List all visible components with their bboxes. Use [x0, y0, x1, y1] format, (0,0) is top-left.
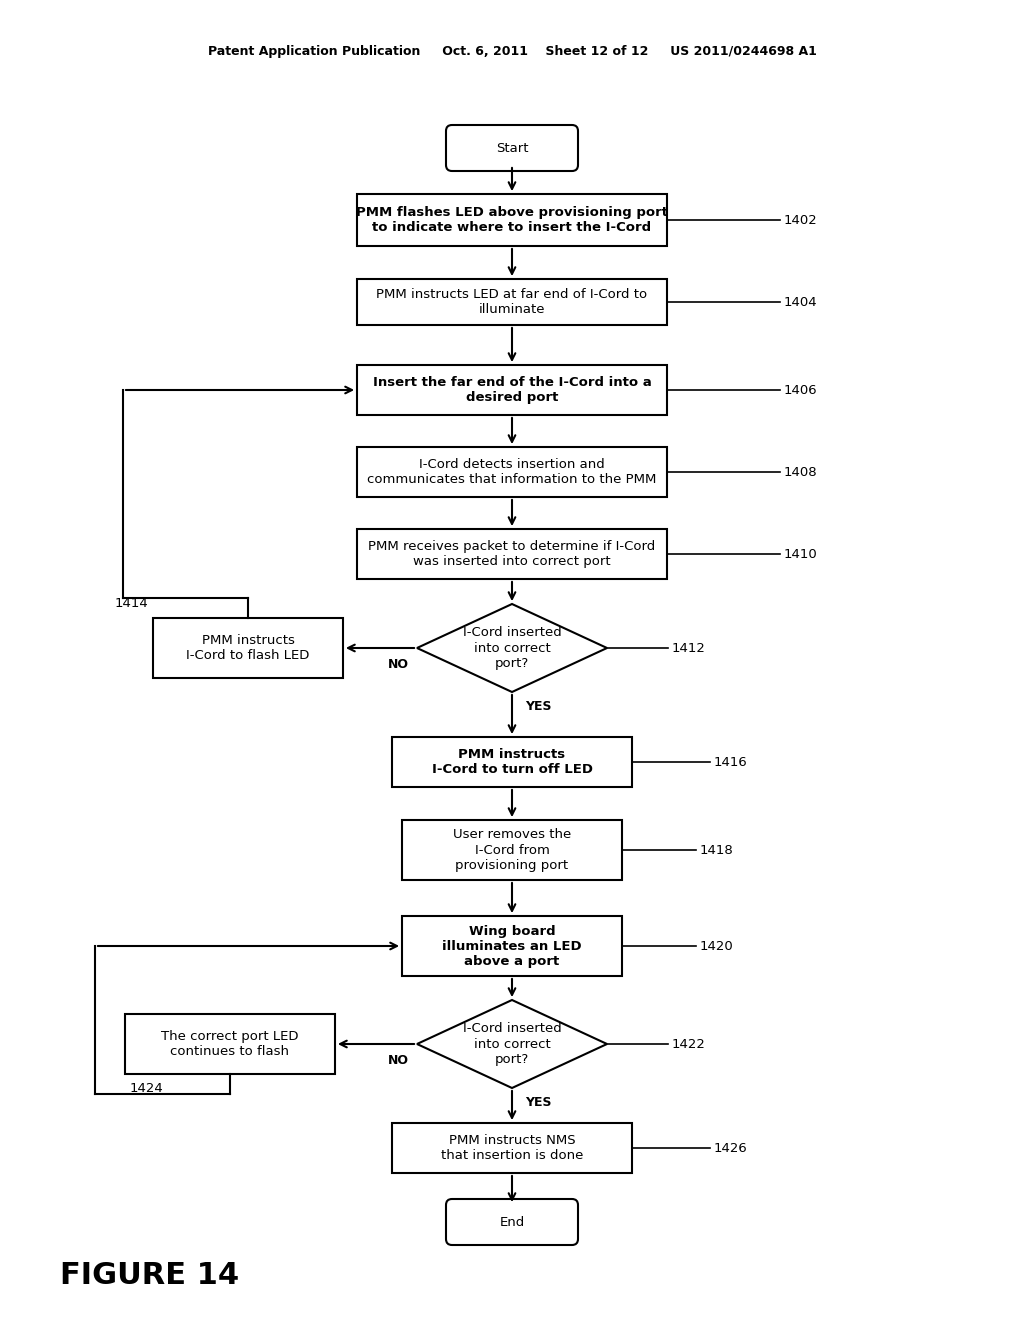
Text: PMM instructs
I-Cord to turn off LED: PMM instructs I-Cord to turn off LED	[431, 748, 593, 776]
Text: 1404: 1404	[784, 296, 817, 309]
Text: User removes the
I-Cord from
provisioning port: User removes the I-Cord from provisionin…	[453, 829, 571, 871]
FancyBboxPatch shape	[402, 916, 622, 975]
Text: YES: YES	[525, 700, 552, 713]
Text: 1412: 1412	[672, 642, 706, 655]
Text: I-Cord inserted
into correct
port?: I-Cord inserted into correct port?	[463, 627, 561, 669]
Text: 1424: 1424	[130, 1082, 164, 1096]
Text: PMM instructs NMS
that insertion is done: PMM instructs NMS that insertion is done	[440, 1134, 584, 1162]
FancyBboxPatch shape	[392, 737, 632, 787]
FancyBboxPatch shape	[402, 820, 622, 880]
FancyBboxPatch shape	[357, 366, 667, 414]
Text: PMM flashes LED above provisioning port
to indicate where to insert the I-Cord: PMM flashes LED above provisioning port …	[356, 206, 668, 234]
Text: 1402: 1402	[784, 214, 818, 227]
Text: PMM receives packet to determine if I-Cord
was inserted into correct port: PMM receives packet to determine if I-Co…	[369, 540, 655, 568]
Text: 1410: 1410	[784, 548, 818, 561]
Text: 1414: 1414	[115, 597, 148, 610]
FancyBboxPatch shape	[125, 1014, 335, 1074]
FancyBboxPatch shape	[357, 529, 667, 579]
Text: I-Cord detects insertion and
communicates that information to the PMM: I-Cord detects insertion and communicate…	[368, 458, 656, 486]
FancyBboxPatch shape	[357, 279, 667, 325]
Text: I-Cord inserted
into correct
port?: I-Cord inserted into correct port?	[463, 1023, 561, 1065]
FancyBboxPatch shape	[357, 194, 667, 246]
Text: The correct port LED
continues to flash: The correct port LED continues to flash	[161, 1030, 299, 1059]
Text: PMM instructs LED at far end of I-Cord to
illuminate: PMM instructs LED at far end of I-Cord t…	[377, 288, 647, 315]
Text: NO: NO	[388, 1053, 409, 1067]
Text: 1418: 1418	[700, 843, 734, 857]
FancyBboxPatch shape	[446, 1199, 578, 1245]
Text: 1422: 1422	[672, 1038, 706, 1051]
Text: 1408: 1408	[784, 466, 817, 479]
Text: End: End	[500, 1216, 524, 1229]
Polygon shape	[417, 605, 607, 692]
Text: Wing board
illuminates an LED
above a port: Wing board illuminates an LED above a po…	[442, 924, 582, 968]
Text: NO: NO	[388, 657, 409, 671]
FancyBboxPatch shape	[392, 1123, 632, 1173]
Text: 1420: 1420	[700, 940, 734, 953]
Text: Patent Application Publication     Oct. 6, 2011    Sheet 12 of 12     US 2011/02: Patent Application Publication Oct. 6, 2…	[208, 45, 816, 58]
Text: Start: Start	[496, 141, 528, 154]
Polygon shape	[417, 1001, 607, 1088]
FancyBboxPatch shape	[357, 447, 667, 498]
FancyBboxPatch shape	[153, 618, 343, 678]
Text: FIGURE 14: FIGURE 14	[60, 1261, 240, 1290]
Text: 1406: 1406	[784, 384, 817, 396]
Text: Insert the far end of the I-Cord into a
desired port: Insert the far end of the I-Cord into a …	[373, 376, 651, 404]
Text: PMM instructs
I-Cord to flash LED: PMM instructs I-Cord to flash LED	[186, 634, 309, 663]
Text: 1426: 1426	[714, 1142, 748, 1155]
Text: 1416: 1416	[714, 755, 748, 768]
FancyBboxPatch shape	[446, 125, 578, 172]
Text: YES: YES	[525, 1096, 552, 1109]
